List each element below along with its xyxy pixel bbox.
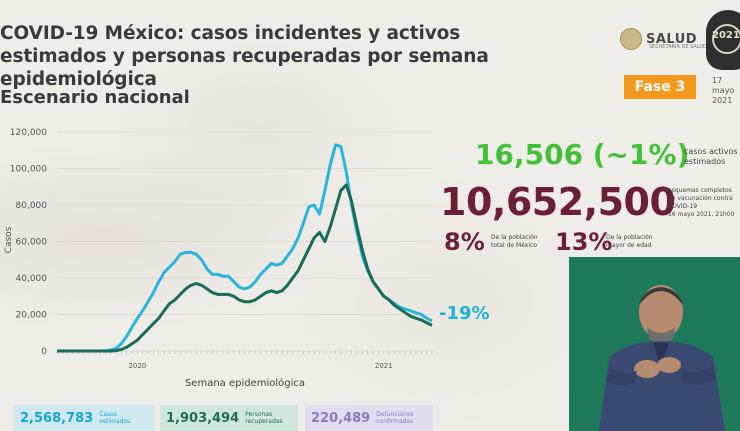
population-percent-label-line2: total de México	[491, 242, 537, 249]
y-tick-label: 100,000	[10, 165, 47, 175]
recovered-label: Personas recuperadas	[245, 411, 282, 425]
estimated-cases-label-line1: Casos	[99, 411, 117, 418]
active-cases-label-line1: casos activos	[684, 147, 738, 156]
vaccination-label-line3: COVID-19	[668, 203, 698, 210]
government-emblem-icon: 2021	[706, 10, 740, 70]
salud-logo: SALUD	[620, 27, 697, 51]
recovered-label-line2: recuperadas	[245, 418, 283, 425]
y-tick-label: 20,000	[16, 311, 48, 321]
salud-logo-subtext: SECRETARÍA DE SALUD	[649, 44, 707, 50]
estimated-cases-label-line2: estimados	[99, 418, 131, 425]
y-tick-label: 60,000	[16, 238, 48, 248]
vaccination-label: esquemas completos de vacunación contra …	[668, 187, 740, 219]
recovered-box: 1,903,494 Personas recuperadas	[160, 405, 298, 431]
deaths-label-line1: Defunciones	[376, 411, 414, 418]
y-tick-label: 80,000	[16, 201, 48, 211]
y-tick-label: 0	[41, 347, 47, 357]
phase-badge: Fase 3	[624, 75, 696, 99]
scenario-label: Escenario nacional	[0, 87, 190, 108]
vaccination-value: 10,652,500	[440, 180, 676, 224]
x-axis-label: Semana epidemiológica	[185, 377, 305, 389]
estimated-cases-label: Casos estimados	[99, 411, 130, 425]
adult-percent-label: De la población mayor de edad	[606, 234, 668, 250]
active-cases-label: casos activos estimados	[684, 147, 738, 167]
deaths-label-line2: confirmadas	[376, 418, 414, 425]
sign-language-interpreter-video	[569, 257, 740, 431]
vaccination-label-line1: esquemas completos	[668, 187, 732, 194]
emblem-ring	[712, 24, 740, 54]
y-axis-label: Casos	[4, 226, 14, 253]
active-cases-value: 16,506 (~1%)	[475, 138, 690, 171]
recovered-line	[57, 183, 433, 353]
year-label: 2021	[375, 362, 393, 370]
report-date-line1: 17 mayo	[712, 76, 735, 95]
vaccination-label-line2: de vacunación contra	[668, 195, 733, 202]
estimated-cases-line	[57, 143, 433, 353]
population-percent: 8%	[444, 228, 485, 256]
year-label: 2020	[128, 362, 146, 370]
estimated-cases-box: 2,568,783 Casos estimados	[14, 405, 154, 431]
cases-line-chart: Casos Semana epidemiológica 0 20,000 40,00…	[4, 128, 433, 389]
y-tick-label: 120,000	[10, 128, 47, 138]
salud-logo-text: SALUD	[646, 31, 698, 47]
deaths-box: 220,489 Defunciones confirmadas	[305, 405, 433, 431]
adult-percent-label-line2: mayor de edad	[606, 242, 652, 249]
weekly-change-value: -19%	[439, 303, 490, 324]
emblem-year: 2021	[712, 30, 740, 41]
population-percent-label-line1: De la población	[491, 234, 538, 241]
page-title: COVID-19 México: casos incidentes y acti…	[0, 23, 489, 90]
salud-seal-icon	[620, 28, 642, 50]
adult-percent: 13%	[555, 228, 613, 256]
estimated-cases-value: 2,568,783	[20, 410, 94, 426]
report-date-line2: 2021	[712, 96, 733, 105]
y-tick-label: 40,000	[16, 274, 48, 284]
recovered-value: 1,903,494	[166, 410, 240, 426]
deaths-value: 220,489	[311, 410, 371, 426]
adult-percent-label-line1: De la población	[606, 234, 653, 241]
vaccination-label-line4: 16 mayo 2021, 21h00	[668, 211, 735, 218]
active-cases-label-line2: estimados	[684, 157, 726, 166]
population-percent-label: De la población total de México	[491, 234, 553, 250]
recovered-label-line1: Personas	[245, 411, 273, 418]
report-date: 17 mayo 2021	[712, 76, 740, 106]
deaths-label: Defunciones confirmadas	[376, 411, 413, 425]
interpreter-figure-icon	[569, 257, 740, 431]
